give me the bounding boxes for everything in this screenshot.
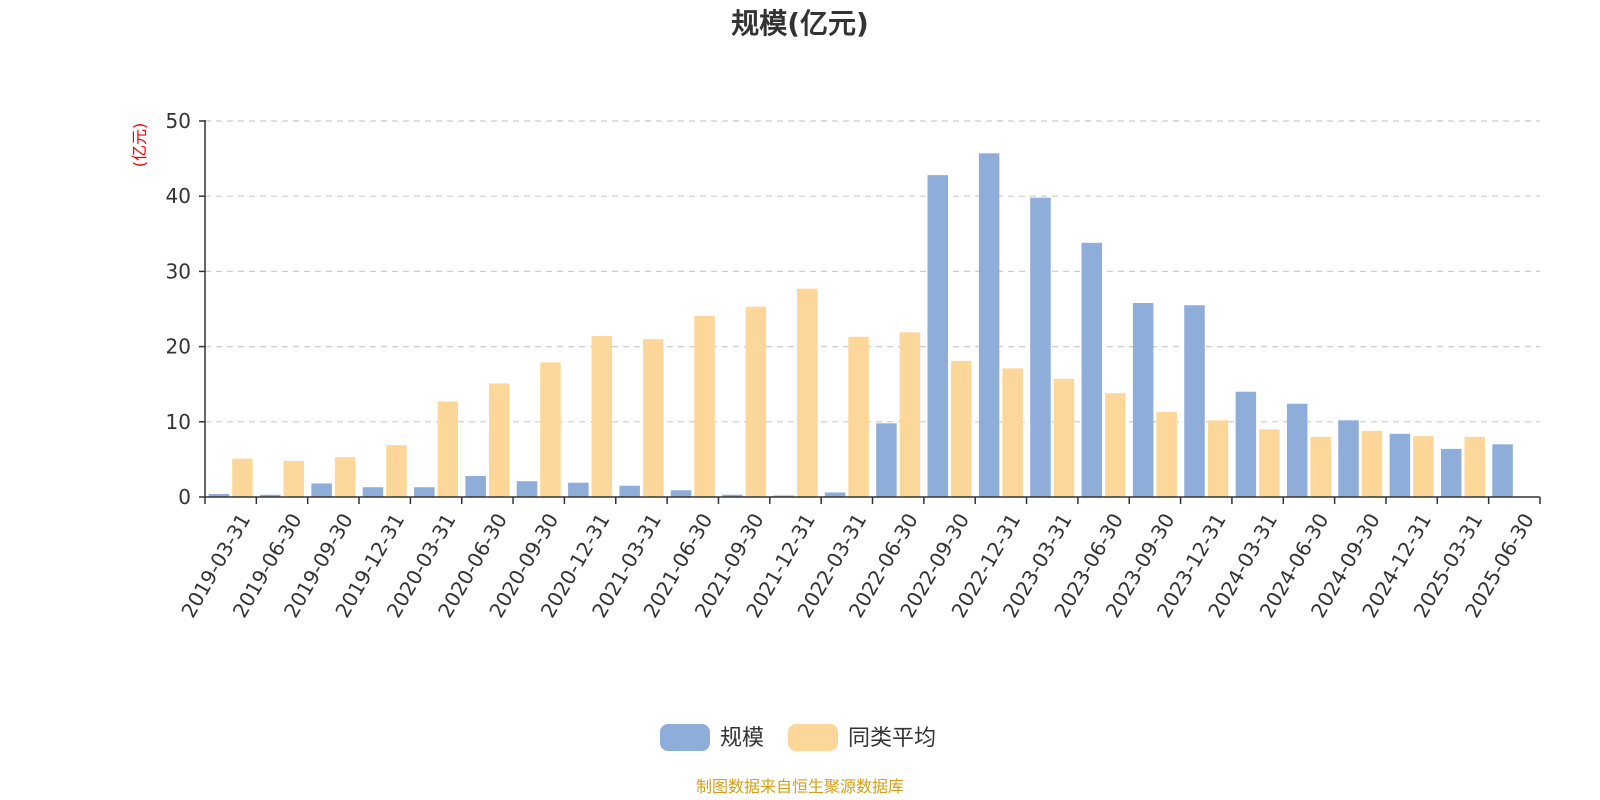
bar-peer-average — [1156, 412, 1177, 497]
bar-scale — [465, 475, 486, 497]
grid-lines — [205, 120, 1540, 423]
bar-peer-average — [437, 401, 459, 497]
bar-peer-average — [540, 362, 561, 497]
bar-peer-average — [796, 288, 818, 497]
source-note: 制图数据来自恒生聚源数据库 — [696, 777, 904, 796]
bar-peer-average — [334, 457, 356, 497]
bar-peer-average — [899, 332, 921, 497]
bar-scale — [568, 482, 589, 497]
bar-scale — [619, 485, 640, 497]
bar-peer-average — [642, 339, 664, 497]
bar-peer-average — [386, 445, 407, 497]
bar-scale — [1440, 448, 1462, 497]
bar-scale — [1235, 391, 1257, 497]
bars — [208, 153, 1513, 498]
bar-peer-average — [1464, 436, 1485, 497]
y-tick-label: 20 — [166, 335, 191, 359]
x-tick-labels: 2019-03-312019-06-302019-09-302019-12-31… — [176, 509, 1539, 622]
y-tick-label: 10 — [166, 410, 191, 434]
bar-scale — [876, 423, 897, 497]
bar-scale — [927, 175, 949, 498]
bar-peer-average — [745, 306, 767, 497]
bar-scale — [1492, 444, 1513, 497]
bar-peer-average — [591, 336, 613, 497]
bar-peer-average — [1310, 436, 1331, 497]
bar-scale — [1030, 197, 1051, 498]
legend-swatch — [660, 724, 710, 751]
bar-scale — [670, 490, 692, 497]
legend-label: 规模 — [720, 726, 764, 751]
bar-scale — [362, 487, 384, 497]
y-tick-label: 30 — [166, 259, 191, 283]
legend-swatch — [788, 724, 838, 751]
y-tick-labels: 0 10 20 30 40 50 — [166, 109, 191, 509]
bar-scale — [773, 495, 794, 497]
bar-peer-average — [232, 458, 253, 497]
bar-scale — [1286, 403, 1308, 497]
bar-peer-average — [694, 315, 715, 497]
bar-scale — [1132, 302, 1154, 497]
bar-scale — [208, 493, 230, 497]
y-tick-label: 40 — [166, 184, 191, 208]
bar-scale — [311, 483, 332, 497]
y-tick-label: 0 — [178, 485, 191, 509]
bar-peer-average — [1105, 393, 1126, 497]
bar-peer-average — [951, 360, 972, 497]
bar-peer-average — [848, 336, 869, 497]
bar-peer-average — [1053, 378, 1075, 497]
bar-scale — [516, 481, 538, 497]
bar-scale — [722, 494, 743, 497]
bar-scale — [1184, 305, 1205, 497]
legend: 规模 同类平均 — [660, 724, 936, 751]
bar-scale — [260, 494, 281, 497]
axes — [199, 120, 1541, 504]
bar-scale — [978, 153, 1000, 497]
y-tick-label: 50 — [166, 109, 191, 133]
legend-label: 同类平均 — [848, 726, 936, 751]
y-axis-unit-label: (亿元) — [130, 123, 149, 168]
bar-peer-average — [1259, 429, 1280, 497]
bar-scale — [824, 492, 846, 497]
bar-scale — [1338, 420, 1359, 497]
bar-peer-average — [283, 460, 305, 497]
bar-scale — [1389, 433, 1411, 497]
bar-peer-average — [488, 383, 510, 497]
bar-scale — [414, 487, 435, 497]
bar-peer-average — [1207, 420, 1229, 497]
bar-peer-average — [1002, 368, 1023, 497]
chart-title: 规模(亿元) — [731, 7, 869, 40]
bar-scale — [1081, 242, 1103, 497]
bar-peer-average — [1413, 436, 1434, 497]
bar-peer-average — [1361, 430, 1383, 497]
